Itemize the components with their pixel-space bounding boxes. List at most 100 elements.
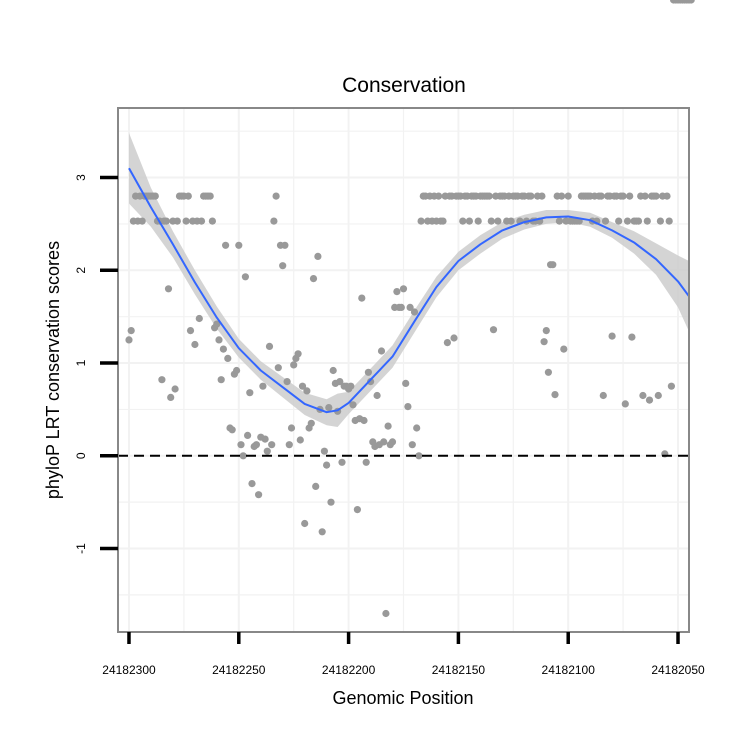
data-point (237, 441, 245, 449)
data-point (615, 217, 623, 225)
data-point (213, 320, 221, 328)
data-point (665, 217, 673, 225)
data-point (494, 217, 502, 225)
data-point (382, 609, 390, 618)
data-point (239, 452, 247, 460)
data-point (544, 368, 553, 376)
data-point (402, 379, 410, 387)
data-point (217, 376, 225, 384)
data-point (645, 396, 654, 404)
data-point (608, 332, 616, 340)
data-point (393, 288, 401, 296)
data-point (281, 241, 289, 249)
data-point (487, 217, 495, 225)
data-point (549, 261, 557, 269)
data-point (235, 241, 243, 249)
data-point (252, 441, 260, 449)
chart-title: Conservation (342, 74, 466, 97)
data-point (597, 192, 605, 200)
data-point (312, 482, 320, 490)
data-point (127, 327, 135, 335)
y-tick-label: 0 (74, 452, 88, 459)
data-point (347, 382, 355, 390)
data-point (628, 333, 636, 341)
data-point (663, 192, 671, 200)
data-point (270, 217, 278, 225)
data-point (244, 431, 252, 439)
data-point (307, 419, 315, 427)
data-point (353, 506, 361, 514)
data-point (283, 378, 291, 386)
data-point (349, 401, 357, 409)
data-point (360, 416, 368, 425)
data-point (362, 458, 370, 466)
data-point (399, 285, 408, 293)
data-point (182, 217, 190, 225)
panel-border (117, 107, 690, 633)
data-point (507, 217, 515, 225)
data-point (248, 480, 256, 488)
data-point (246, 389, 254, 397)
data-point (338, 458, 346, 466)
data-point (222, 241, 230, 249)
grid-lines (118, 108, 689, 632)
y-tick-label: 3 (74, 174, 88, 181)
data-point (415, 452, 423, 460)
data-point (623, 217, 632, 225)
data-point (336, 378, 344, 386)
axes: 24182300 24182250 24182200 24182150 24182100… (74, 107, 705, 677)
data-point (294, 350, 302, 358)
data-point (621, 400, 629, 408)
data-point (656, 217, 665, 225)
data-point (643, 217, 651, 225)
x-tick-label: 24182100 (542, 663, 596, 677)
data-point (228, 426, 236, 434)
x-tick-label: 24182250 (212, 663, 266, 677)
data-point (459, 217, 467, 225)
data-point (323, 461, 331, 469)
data-point (167, 393, 175, 401)
data-point (224, 354, 232, 362)
points-layer (125, 0, 695, 618)
data-point (184, 192, 192, 200)
data-point (272, 192, 280, 200)
data-point (404, 403, 412, 411)
data-point (164, 285, 173, 293)
data-point (555, 217, 564, 225)
data-point (296, 436, 304, 444)
data-point (125, 336, 133, 344)
data-point (195, 314, 203, 323)
data-point (138, 217, 146, 225)
data-point (626, 192, 634, 200)
data-point (560, 345, 568, 353)
data-point (320, 447, 328, 455)
data-point (303, 387, 311, 395)
data-point (259, 382, 267, 390)
data-point (417, 217, 425, 225)
y-tick-label: -1 (74, 543, 88, 554)
data-point (538, 192, 546, 200)
data-point (397, 303, 405, 311)
data-point (265, 342, 274, 350)
data-point (329, 366, 337, 375)
data-point (406, 303, 414, 311)
x-tick-label: 24182150 (432, 663, 486, 677)
data-point (413, 424, 421, 432)
data-point (233, 366, 241, 375)
data-point (388, 438, 397, 446)
data-point (654, 391, 662, 400)
data-point (377, 347, 386, 355)
data-point (263, 447, 271, 455)
data-point (274, 364, 282, 372)
data-point (208, 217, 216, 225)
data-point (599, 391, 607, 400)
data-point (551, 391, 559, 399)
data-point (255, 491, 263, 499)
data-point (268, 441, 276, 449)
data-point (287, 424, 296, 432)
data-point (364, 368, 372, 376)
data-point (367, 378, 375, 386)
data-point (241, 273, 249, 281)
data-point (667, 382, 676, 390)
